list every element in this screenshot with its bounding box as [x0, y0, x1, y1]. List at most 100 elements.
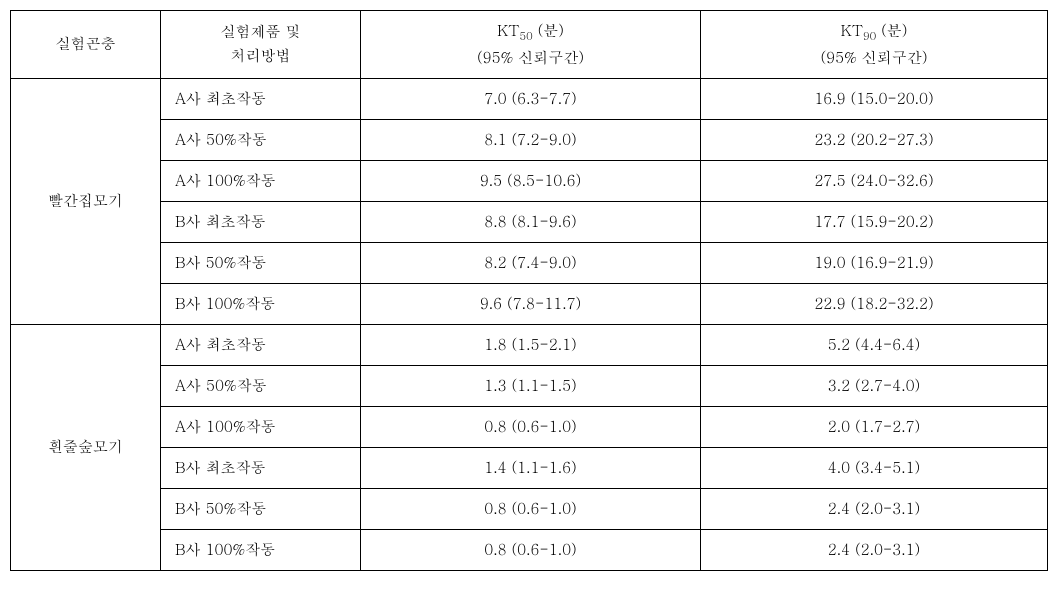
header-product-line2: 처리방법 [231, 45, 291, 66]
table-row: B사 최초작동 8.8 (8.1-9.6) 17.7 (15.9-20.2) [11, 201, 1048, 242]
header-kt90-label: KT [841, 20, 863, 41]
product-cell: A사 최초작동 [161, 78, 361, 119]
table-row: A사 50%작동 1.3 (1.1-1.5) 3.2 (2.7-4.0) [11, 365, 1048, 406]
header-kt90-line2: (95% 신뢰구간) [820, 47, 927, 68]
kt50-cell: 1.4 (1.1-1.6) [361, 447, 701, 488]
product-cell: B사 100%작동 [161, 529, 361, 570]
insect-cell: 빨간집모기 [11, 78, 161, 324]
kt50-value: 8.1 (7.2-9.0) [484, 129, 576, 150]
kt90-value: 27.5 (24.0-32.6) [814, 170, 933, 191]
kt90-cell: 22.9 (18.2-32.2) [701, 283, 1048, 324]
product-cell: B사 100%작동 [161, 283, 361, 324]
kt90-value: 2.4 (2.0-3.1) [828, 498, 920, 519]
table-row: B사 50%작동 8.2 (7.4-9.0) 19.0 (16.9-21.9) [11, 242, 1048, 283]
kt50-cell: 8.2 (7.4-9.0) [361, 242, 701, 283]
kt90-cell: 19.0 (16.9-21.9) [701, 242, 1048, 283]
kt90-cell: 2.4 (2.0-3.1) [701, 488, 1048, 529]
product-label: A사 최초작동 [175, 334, 266, 355]
header-kt90: KT90 (분) (95% 신뢰구간) [701, 11, 1048, 79]
kt50-value: 1.4 (1.1-1.6) [484, 457, 576, 478]
product-label: A사 50%작동 [175, 129, 267, 150]
header-kt50: KT50 (분) (95% 신뢰구간) [361, 11, 701, 79]
table-row: A사 100%작동 9.5 (8.5-10.6) 27.5 (24.0-32.6) [11, 160, 1048, 201]
product-cell: A사 50%작동 [161, 119, 361, 160]
kt50-cell: 0.8 (0.6-1.0) [361, 406, 701, 447]
insect-label: 빨간집모기 [48, 190, 123, 211]
kt50-value: 9.6 (7.8-11.7) [480, 293, 581, 314]
kt50-value: 0.8 (0.6-1.0) [484, 416, 576, 437]
kt50-cell: 1.8 (1.5-2.1) [361, 324, 701, 365]
kt90-cell: 17.7 (15.9-20.2) [701, 201, 1048, 242]
product-label: A사 100%작동 [175, 416, 276, 437]
kt50-cell: 8.1 (7.2-9.0) [361, 119, 701, 160]
kt90-value: 4.0 (3.4-5.1) [828, 457, 920, 478]
header-insect: 실험곤충 [11, 11, 161, 79]
table-row: B사 100%작동 0.8 (0.6-1.0) 2.4 (2.0-3.1) [11, 529, 1048, 570]
kt50-value: 7.0 (6.3-7.7) [484, 88, 576, 109]
product-cell: A사 50%작동 [161, 365, 361, 406]
header-kt90-sub: 90 [863, 29, 876, 44]
kt90-cell: 16.9 (15.0-20.0) [701, 78, 1048, 119]
kt90-value: 19.0 (16.9-21.9) [814, 252, 933, 273]
product-cell: B사 최초작동 [161, 201, 361, 242]
header-product-line1: 실험제품 및 [221, 21, 301, 42]
header-row: 실험곤충 실험제품 및 처리방법 KT50 (분) (95% 신뢰구간) KT9… [11, 11, 1048, 79]
header-kt50-unit: (분) [533, 20, 564, 41]
data-table: 실험곤충 실험제품 및 처리방법 KT50 (분) (95% 신뢰구간) KT9… [10, 10, 1048, 571]
insect-cell: 흰줄숲모기 [11, 324, 161, 570]
product-cell: A사 100%작동 [161, 406, 361, 447]
product-cell: B사 최초작동 [161, 447, 361, 488]
product-label: B사 최초작동 [175, 457, 266, 478]
kt50-value: 8.8 (8.1-9.6) [484, 211, 576, 232]
kt90-cell: 23.2 (20.2-27.3) [701, 119, 1048, 160]
product-cell: B사 50%작동 [161, 242, 361, 283]
product-label: A사 100%작동 [175, 170, 276, 191]
table-row: A사 50%작동 8.1 (7.2-9.0) 23.2 (20.2-27.3) [11, 119, 1048, 160]
kt90-value: 22.9 (18.2-32.2) [814, 293, 933, 314]
product-label: B사 100%작동 [175, 539, 275, 560]
kt90-cell: 3.2 (2.7-4.0) [701, 365, 1048, 406]
kt50-value: 1.8 (1.5-2.1) [484, 334, 576, 355]
kt90-value: 17.7 (15.9-20.2) [814, 211, 933, 232]
table-row: B사 50%작동 0.8 (0.6-1.0) 2.4 (2.0-3.1) [11, 488, 1048, 529]
product-label: B사 50%작동 [175, 498, 266, 519]
product-label: B사 최초작동 [175, 211, 266, 232]
kt90-value: 5.2 (4.4-6.4) [828, 334, 920, 355]
kt50-cell: 1.3 (1.1-1.5) [361, 365, 701, 406]
kt90-value: 2.0 (1.7-2.7) [828, 416, 920, 437]
kt90-cell: 27.5 (24.0-32.6) [701, 160, 1048, 201]
kt50-cell: 9.6 (7.8-11.7) [361, 283, 701, 324]
product-label: A사 최초작동 [175, 88, 266, 109]
table-row: 빨간집모기A사 최초작동7.0 (6.3-7.7)16.9 (15.0-20.0… [11, 78, 1048, 119]
kt90-cell: 2.4 (2.0-3.1) [701, 529, 1048, 570]
header-kt50-sub: 50 [520, 29, 533, 44]
product-cell: B사 50%작동 [161, 488, 361, 529]
kt50-cell: 8.8 (8.1-9.6) [361, 201, 701, 242]
table-row: B사 최초작동 1.4 (1.1-1.6) 4.0 (3.4-5.1) [11, 447, 1048, 488]
header-product: 실험제품 및 처리방법 [161, 11, 361, 79]
kt50-value: 9.5 (8.5-10.6) [480, 170, 581, 191]
table-row: 흰줄숲모기A사 최초작동1.8 (1.5-2.1)5.2 (4.4-6.4) [11, 324, 1048, 365]
header-insect-label: 실험곤충 [56, 33, 116, 54]
kt50-value: 0.8 (0.6-1.0) [484, 498, 576, 519]
header-kt50-line2: (95% 신뢰구간) [477, 47, 584, 68]
kt50-value: 0.8 (0.6-1.0) [484, 539, 576, 560]
kt50-value: 8.2 (7.4-9.0) [484, 252, 576, 273]
table-row: B사 100%작동 9.6 (7.8-11.7) 22.9 (18.2-32.2) [11, 283, 1048, 324]
product-cell: A사 최초작동 [161, 324, 361, 365]
kt50-cell: 9.5 (8.5-10.6) [361, 160, 701, 201]
kt50-cell: 0.8 (0.6-1.0) [361, 529, 701, 570]
kt50-cell: 0.8 (0.6-1.0) [361, 488, 701, 529]
kt50-cell: 7.0 (6.3-7.7) [361, 78, 701, 119]
kt90-value: 2.4 (2.0-3.1) [828, 539, 920, 560]
kt50-value: 1.3 (1.1-1.5) [484, 375, 576, 396]
table-body: 빨간집모기 A사 최초작동 7.0 (6.3-7.7) 16.9 (15.0-20.0… [11, 78, 1048, 570]
insect-label: 흰줄숲모기 [48, 436, 123, 457]
product-label: B사 50%작동 [175, 252, 266, 273]
header-kt90-unit: (분) [876, 20, 907, 41]
kt90-value: 16.9 (15.0-20.0) [814, 88, 933, 109]
kt90-cell: 2.0 (1.7-2.7) [701, 406, 1048, 447]
product-label: B사 100%작동 [175, 293, 275, 314]
kt90-value: 23.2 (20.2-27.3) [814, 129, 933, 150]
kt90-cell: 4.0 (3.4-5.1) [701, 447, 1048, 488]
